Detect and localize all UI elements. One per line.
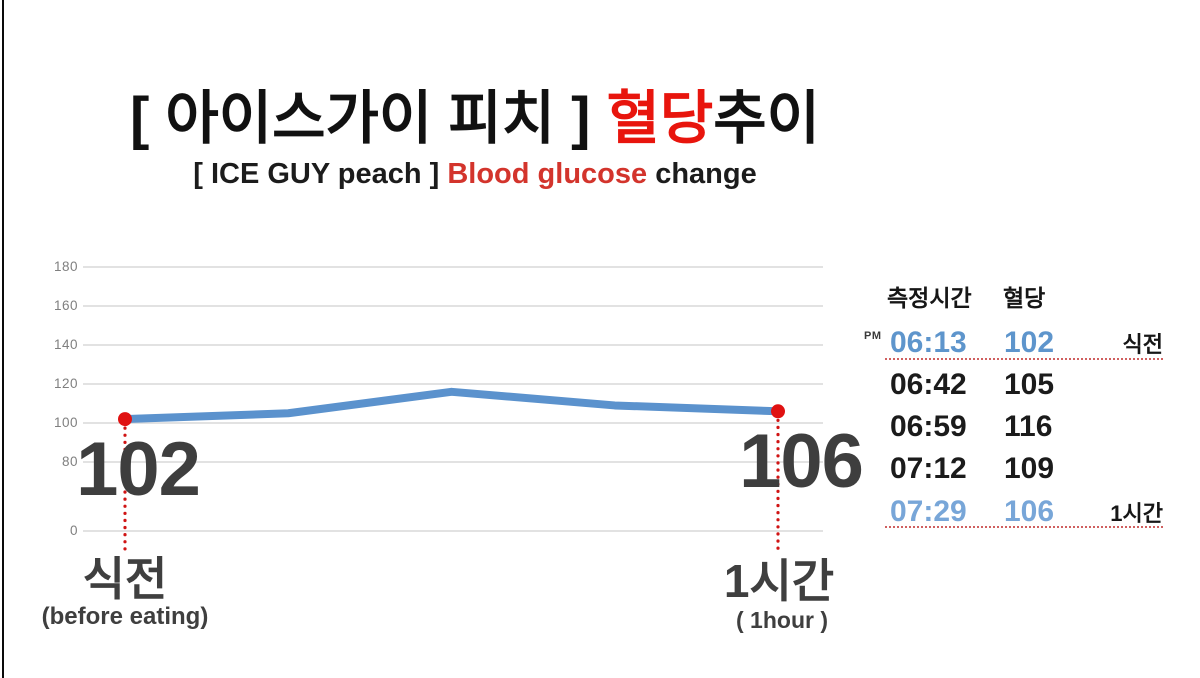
subtitle-highlight: Blood glucose [447,157,648,190]
glucose-series-line [121,387,782,424]
meridiem-label: PM [864,330,882,342]
title-highlight: 혈당 [606,86,714,151]
table-row-time: 06:42 [890,368,967,401]
one-hour-label: 1시간 [723,555,835,607]
y-axis-tick-label: 120 [53,376,78,391]
y-axis-tick-label: 140 [53,337,78,352]
page-subtitle: [ ICE GUY peach ] Blood glucose change [0,157,950,191]
data-point-marker [118,412,132,427]
one-hour-sublabel: ( 1hour ) [736,607,828,633]
table-row-time: 07:12 [890,452,967,485]
table-row-time: 06:59 [890,410,967,443]
measurement-table: 측정시간 혈당 PM 06:13 102 식전 06:42 105 06:59 … [860,278,1165,548]
table-row-note: 식전 [1122,332,1163,357]
data-point-marker [771,404,785,419]
subtitle-prefix: [ ICE GUY peach ] [193,157,448,190]
table-row-note: 1시간 [1110,501,1163,526]
y-axis-tick-label: 100 [53,415,78,430]
y-axis-tick-label: 180 [53,259,78,274]
before-eating-sublabel: (before eating) [41,603,209,630]
start-value-annotation: 102 [76,427,201,512]
before-eating-label: 식전 [82,553,168,605]
subtitle-suffix: change [647,157,757,190]
table-row-value: 109 [1004,452,1055,485]
table-separator [885,358,1163,360]
title-prefix: [ 아이스가이 피치 ] [129,86,607,151]
table-row-value: 116 [1004,410,1053,443]
table-row-time: 06:13 [890,326,967,359]
table-row-value: 102 [1004,326,1055,359]
table-row-time: 07:29 [890,495,967,528]
table-row-value: 106 [1004,495,1055,528]
end-value-annotation: 106 [739,419,864,504]
y-axis-tick-label: 0 [69,523,78,538]
y-axis-tick-label: 160 [53,298,78,313]
table-row-value: 105 [1004,368,1055,401]
table-header-time: 측정시간 [887,285,972,311]
table-separator [885,526,1163,528]
screen-left-edge [2,0,4,678]
title-suffix: 추이 [713,86,821,151]
header: [ 아이스가이 피치 ] 혈당추이 [ ICE GUY peach ] Bloo… [0,86,950,191]
page-title: [ 아이스가이 피치 ] 혈당추이 [0,86,950,153]
table-header-glucose: 혈당 [1003,285,1046,311]
y-axis-tick-label: 80 [61,454,78,469]
